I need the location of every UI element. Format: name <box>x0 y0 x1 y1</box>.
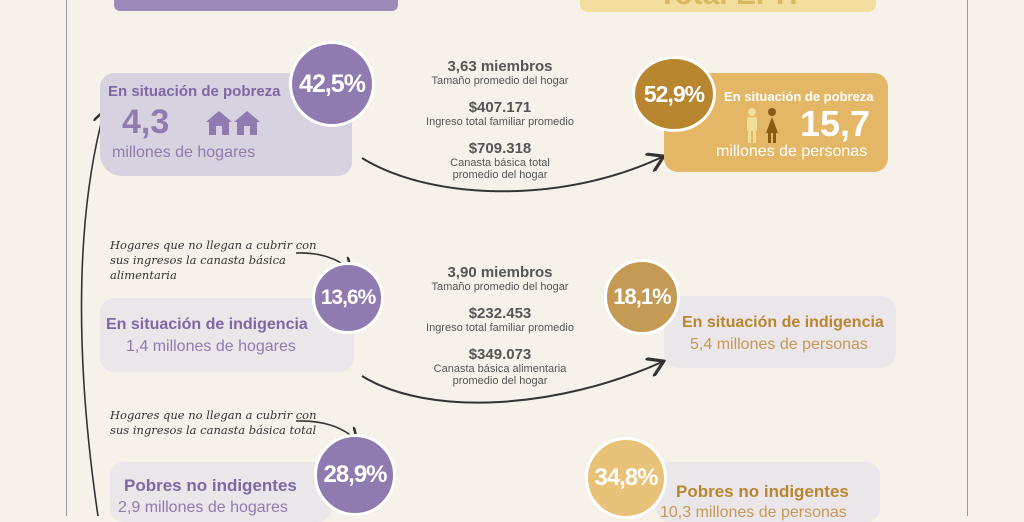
households-nonindigent-percent: 28,9% <box>314 434 396 516</box>
households-nonindigent-title: Pobres no indigentes <box>124 476 297 495</box>
indigence-basket-label-1: Canasta básica alimentaria <box>433 363 567 375</box>
people-indigence-title: En situación de indigencia <box>682 314 884 331</box>
households-poverty-unit: millones de hogares <box>112 144 256 161</box>
people-nonindigent-percent: 34,8% <box>585 437 667 519</box>
households-indigence-percent: 13,6% <box>312 262 384 334</box>
indigence-stats: 3,90 miembros Tamaño promedio del hogar … <box>410 264 590 387</box>
note-food-line-2: sus ingresos la canasta básica <box>110 253 286 267</box>
page-frame <box>66 0 968 516</box>
poverty-members-label: Tamaño promedio del hogar <box>431 75 569 87</box>
people-nonindigent-box: Pobres no indigentes 10,3 millones de pe… <box>656 462 880 522</box>
households-poverty-value: 4,3 <box>122 103 170 141</box>
note-total-line-2: sus ingresos la canasta básica total <box>110 423 317 437</box>
poverty-income-label: Ingreso total familiar promedio <box>426 116 574 128</box>
people-poverty-unit: millones de personas <box>716 143 868 160</box>
people-icon <box>742 107 782 150</box>
people-poverty-value: 15,7 <box>800 103 871 144</box>
top-right-banner: Total EPH <box>580 0 876 12</box>
indigence-members: 3,90 miembros <box>447 264 553 281</box>
people-nonindigent-subtitle: 10,3 millones de personas <box>660 504 847 521</box>
indigence-income-label: Ingreso total familiar promedio <box>426 322 574 334</box>
people-poverty-title: En situación de pobreza <box>724 89 874 104</box>
top-right-title: Total EPH <box>580 0 876 12</box>
note-total-basket: Hogares que no llegan a cubrir con sus i… <box>110 408 317 438</box>
house-icon <box>204 109 264 142</box>
people-indigence-percent: 18,1% <box>604 259 680 335</box>
poverty-basket: $709.318 <box>468 140 532 157</box>
indigence-basket: $349.073 <box>468 346 532 363</box>
people-indigence-subtitle: 5,4 millones de personas <box>690 336 868 353</box>
indigence-income: $232.453 <box>468 305 532 322</box>
indigence-basket-label-2: promedio del hogar <box>452 375 548 387</box>
poverty-income: $407.171 <box>468 99 532 116</box>
people-poverty-percent: 52,9% <box>632 56 716 132</box>
poverty-stats: 3,63 miembros Tamaño promedio del hogar … <box>410 58 590 181</box>
poverty-basket-label-1: Canasta básica total <box>450 157 550 169</box>
households-indigence-box: En situación de indigencia 1,4 millones … <box>100 298 354 372</box>
note-food-line-3: alimentaria <box>110 268 177 282</box>
indigence-members-label: Tamaño promedio del hogar <box>431 281 569 293</box>
households-nonindigent-subtitle: 2,9 millones de hogares <box>118 499 288 516</box>
households-indigence-title: En situación de indigencia <box>106 316 308 333</box>
note-food-line-1: Hogares que no llegan a cubrir con <box>110 238 317 252</box>
people-nonindigent-title: Pobres no indigentes <box>676 482 849 501</box>
poverty-members: 3,63 miembros <box>447 58 553 75</box>
households-poverty-percent: 42,5% <box>289 41 375 127</box>
households-poverty-title: En situación de pobreza <box>108 83 281 100</box>
households-nonindigent-box: Pobres no indigentes 2,9 millones de hog… <box>110 462 332 522</box>
note-food-basket: Hogares que no llegan a cubrir con sus i… <box>110 238 317 283</box>
households-indigence-subtitle: 1,4 millones de hogares <box>126 338 296 355</box>
top-left-banner <box>114 0 398 11</box>
poverty-basket-label-2: promedio del hogar <box>452 169 548 181</box>
people-indigence-box: En situación de indigencia 5,4 millones … <box>664 296 896 368</box>
note-total-line-1: Hogares que no llegan a cubrir con <box>110 408 317 422</box>
